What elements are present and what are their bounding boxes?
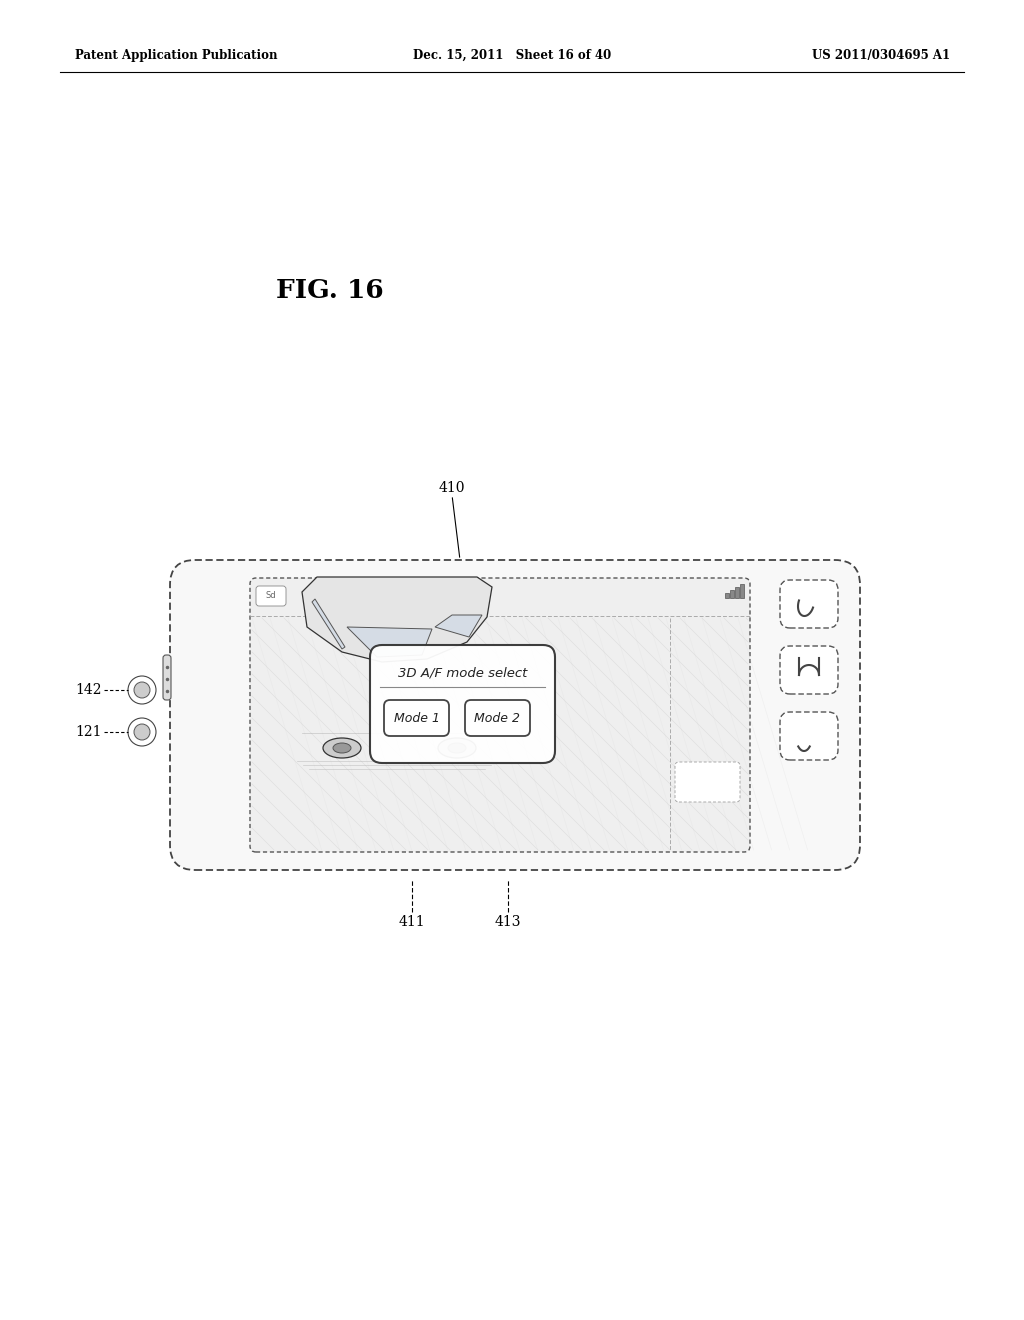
Circle shape [134, 682, 150, 698]
Circle shape [134, 723, 150, 741]
Circle shape [128, 718, 156, 746]
Text: 411: 411 [398, 915, 425, 929]
Polygon shape [347, 627, 432, 657]
Circle shape [128, 676, 156, 704]
Bar [730, 590, 734, 598]
FancyBboxPatch shape [163, 655, 171, 700]
Text: US 2011/0304695 A1: US 2011/0304695 A1 [812, 49, 950, 62]
Polygon shape [302, 577, 492, 663]
Text: Sd: Sd [265, 591, 276, 601]
Text: 142: 142 [76, 682, 102, 697]
Text: 3D A/F mode select: 3D A/F mode select [397, 667, 527, 680]
FancyBboxPatch shape [256, 586, 286, 606]
Bar [740, 583, 744, 598]
Bar [725, 593, 729, 598]
Ellipse shape [333, 743, 351, 752]
Ellipse shape [438, 738, 476, 758]
FancyBboxPatch shape [384, 700, 449, 737]
Ellipse shape [323, 738, 361, 758]
FancyBboxPatch shape [780, 711, 838, 760]
FancyBboxPatch shape [675, 762, 740, 803]
FancyBboxPatch shape [170, 560, 860, 870]
FancyBboxPatch shape [250, 578, 750, 851]
Text: 410: 410 [438, 480, 465, 495]
Text: Dec. 15, 2011   Sheet 16 of 40: Dec. 15, 2011 Sheet 16 of 40 [413, 49, 611, 62]
FancyBboxPatch shape [780, 645, 838, 694]
Text: FIG. 16: FIG. 16 [276, 277, 384, 302]
Text: 413: 413 [495, 915, 521, 929]
Text: Mode 1: Mode 1 [393, 711, 439, 725]
Polygon shape [312, 599, 345, 649]
Polygon shape [435, 615, 482, 638]
Ellipse shape [449, 743, 466, 752]
FancyBboxPatch shape [780, 579, 838, 628]
Text: Mode 2: Mode 2 [474, 711, 520, 725]
FancyBboxPatch shape [465, 700, 530, 737]
FancyBboxPatch shape [370, 645, 555, 763]
Bar [735, 587, 739, 598]
Text: Patent Application Publication: Patent Application Publication [75, 49, 278, 62]
Text: 121: 121 [76, 725, 102, 739]
